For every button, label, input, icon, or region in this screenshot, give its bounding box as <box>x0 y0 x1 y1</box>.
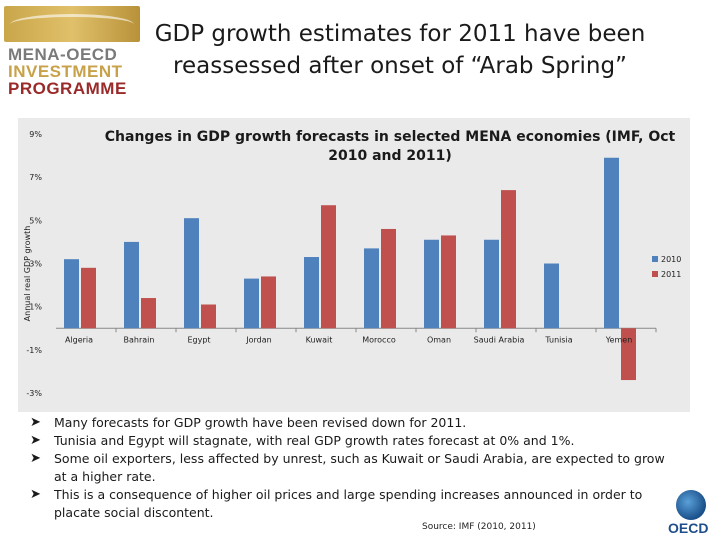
bullet-item: ➤ Tunisia and Egypt will stagnate, with r… <box>30 433 575 448</box>
source-note: Source: IMF (2010, 2011) <box>422 522 536 532</box>
bar-2011-bahrain <box>141 298 156 329</box>
x-tick-label: Tunisia <box>544 335 572 344</box>
bullet-list: ➤ Many forecasts for GDP growth have been… <box>30 414 670 522</box>
oecd-logo: OECD <box>668 490 716 538</box>
bar-2011-oman <box>441 235 456 329</box>
slide-title-line2: reassessed after onset of “Arab Spring” <box>173 53 627 79</box>
x-tick-label: Saudi Arabia <box>474 335 525 344</box>
arrow-bullet-icon: ➤ <box>30 487 41 502</box>
chart-title-line2: 2010 and 2011) <box>328 148 452 164</box>
oecd-logo-text: OECD <box>668 520 709 536</box>
x-tick-label: Algeria <box>65 335 93 344</box>
bullet-item: ➤ Some oil exporters, less affected by un… <box>30 451 665 484</box>
x-tick-label: Bahrain <box>124 335 155 344</box>
slide-title: GDP growth estimates for 2011 have been … <box>150 18 650 82</box>
arrow-bullet-icon: ➤ <box>30 433 41 448</box>
bar-2010-saudi-arabia <box>484 239 499 329</box>
y-tick-label: 5% <box>29 216 42 225</box>
bar-2011-jordan <box>261 276 276 329</box>
bar-2011-morocco <box>381 228 396 329</box>
globe-icon <box>676 490 706 520</box>
mena-oecd-logo: MENA-OECD INVESTMENT PROGRAMME <box>4 6 144 98</box>
y-axis-label: Annual real GDP growth <box>23 226 32 322</box>
y-tick-label: 1% <box>29 303 42 312</box>
logo-banner <box>4 6 140 42</box>
bullet-item: ➤ Many forecasts for GDP growth have been… <box>30 415 467 430</box>
legend-swatch-2011 <box>652 271 658 277</box>
x-tick-label: Kuwait <box>306 335 333 344</box>
bar-2010-morocco <box>364 248 379 329</box>
x-tick-label: Egypt <box>187 335 210 344</box>
logo-text-line1: MENA-OECD <box>8 45 118 64</box>
bar-2010-egypt <box>184 218 199 329</box>
bar-2010-tunisia <box>544 263 559 329</box>
bar-2010-kuwait <box>304 257 319 329</box>
bar-2010-oman <box>424 239 439 329</box>
bar-2011-yemen <box>621 328 636 381</box>
legend-label-2010: 2010 <box>661 255 681 264</box>
bar-2011-egypt <box>201 304 216 329</box>
bar-2011-saudi-arabia <box>501 190 516 329</box>
legend-label-2011: 2011 <box>661 270 681 279</box>
y-tick-label: -1% <box>26 346 42 355</box>
y-tick-label: 7% <box>29 173 42 182</box>
x-tick-label: Oman <box>427 335 451 344</box>
logo-text-line3: PROGRAMME <box>8 79 127 98</box>
x-tick-label: Jordan <box>245 335 271 344</box>
bar-2010-bahrain <box>124 241 139 329</box>
arrow-bullet-icon: ➤ <box>30 451 41 466</box>
y-tick-label: 9% <box>29 130 42 139</box>
arrow-bullet-icon: ➤ <box>30 415 41 430</box>
bar-2010-algeria <box>64 259 79 329</box>
bar-2011-kuwait <box>321 205 336 329</box>
bullet-item: ➤ This is a consequence of higher oil pri… <box>30 487 643 520</box>
y-tick-label: 3% <box>29 260 42 269</box>
legend-swatch-2010 <box>652 256 658 262</box>
x-tick-label: Yemen <box>605 335 633 344</box>
y-tick-label: -3% <box>26 389 42 398</box>
bar-2011-algeria <box>81 267 96 329</box>
chart-title-line1: Changes in GDP growth forecasts in selec… <box>105 129 676 145</box>
bar-2010-jordan <box>244 278 259 329</box>
logo-text-line2: INVESTMENT <box>8 62 123 81</box>
bar-2010-yemen <box>604 157 619 329</box>
slide-title-line1: GDP growth estimates for 2011 have been <box>154 21 646 47</box>
x-tick-label: Morocco <box>362 335 396 344</box>
